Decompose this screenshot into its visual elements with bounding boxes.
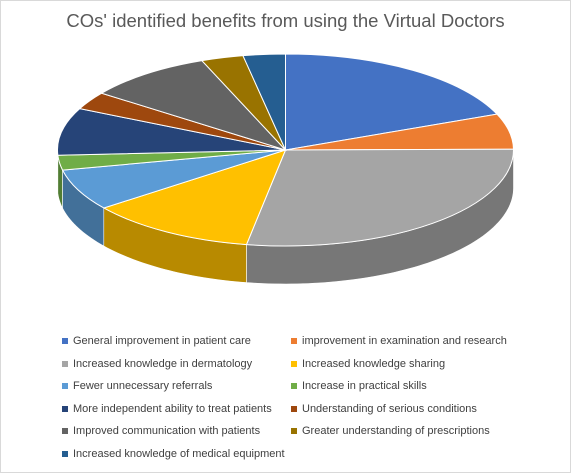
- pie-slice-increased-knowledge-of-medical-equipment: [242, 53, 286, 151]
- pie-slice-more-independent-ability-to-treat-patients: [57, 108, 286, 156]
- pie-slice-increased-knowledge-sharing: [102, 149, 287, 246]
- pie-slice-general-improvement-in-patient-care: [285, 53, 499, 151]
- chart-title: COs' identified benefits from using the …: [66, 10, 505, 31]
- pie-slice-improved-communication-with-patients: [100, 60, 288, 152]
- pie-slice-increased-knowledge-in-dermatology: [245, 148, 514, 247]
